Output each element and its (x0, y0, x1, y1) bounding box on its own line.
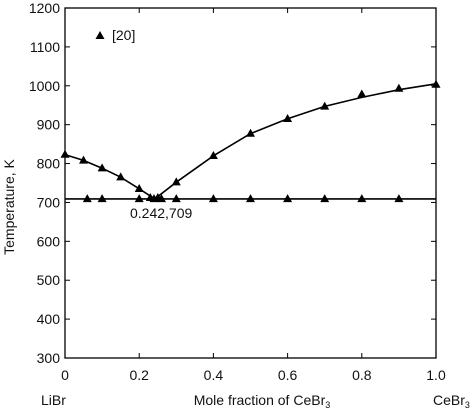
plot-frame (64, 7, 437, 359)
legend-entry-label: [20] (112, 27, 135, 43)
x-right-endpoint-label: CeBr3 (433, 392, 470, 410)
y-tick-label: 1000 (29, 78, 60, 94)
y-tick-label: 800 (37, 156, 61, 172)
data-point-triangle (283, 114, 293, 122)
legend-triangle-marker (95, 31, 105, 39)
x-axis-title-main: Mole fraction of CeBr (194, 392, 326, 408)
data-point-triangle (149, 194, 159, 203)
x-tick-label: 0.4 (204, 367, 224, 383)
data-point-triangle (97, 194, 107, 203)
data-point-triangle (208, 151, 218, 159)
data-point-triangle (320, 194, 330, 203)
x-right-endpoint-label-main: CeBr (433, 392, 465, 408)
legend: [20] (95, 27, 135, 43)
data-markers (60, 79, 441, 203)
liquidus-curve (64, 83, 437, 200)
data-point-triangle (394, 83, 404, 92)
y-axis-ticks: 300 400 500 600 700 800 900 1000 1100 1200 (29, 0, 436, 366)
y-tick-label: 300 (37, 350, 61, 366)
x-tick-label: 0.6 (278, 367, 298, 383)
x-tick-label: 0.8 (352, 367, 372, 383)
data-point-triangle (171, 177, 181, 186)
x-tick-label: 0.2 (129, 367, 149, 383)
data-point-triangle (134, 184, 144, 192)
data-point-triangle (431, 79, 441, 88)
y-tick-label: 700 (37, 194, 61, 210)
y-axis-title: Temperature, K (1, 158, 17, 254)
data-point-triangle (82, 194, 92, 203)
y-tick-label: 900 (37, 117, 61, 133)
data-point-triangle (320, 101, 330, 110)
data-point-triangle (79, 155, 88, 164)
data-point-triangle (134, 194, 144, 203)
eutectic-point-annotation: 0.242,709 (130, 205, 192, 221)
y-tick-label: 1100 (30, 39, 60, 55)
data-point-triangle (157, 194, 166, 203)
y-tick-label: 600 (37, 233, 61, 249)
curves (64, 83, 437, 200)
x-axis-ticks: 0 0.2 0.4 0.6 0.8 1.0 (61, 8, 446, 383)
x-tick-label: 0 (61, 367, 69, 383)
x-axis-title-subscript: 3 (325, 400, 330, 410)
x-right-endpoint-label-subscript: 3 (465, 400, 470, 410)
data-point-triangle (97, 163, 107, 172)
data-point-triangle (208, 194, 218, 203)
x-tick-label: 1.0 (426, 367, 446, 383)
y-tick-label: 400 (37, 311, 61, 327)
y-tick-label: 500 (37, 272, 61, 288)
data-point-triangle (171, 194, 181, 203)
data-point-triangle (246, 128, 255, 137)
x-axis-title: Mole fraction of CeBr3 (194, 392, 331, 410)
data-point-triangle (394, 194, 404, 203)
x-left-endpoint-label: LiBr (41, 392, 66, 408)
data-point-triangle (60, 149, 70, 158)
data-point-triangle (357, 89, 367, 98)
data-point-triangle (283, 194, 293, 203)
data-point-triangle (116, 172, 126, 181)
data-point-triangle (246, 194, 255, 203)
data-point-triangle (357, 194, 367, 203)
y-tick-label: 1200 (29, 0, 60, 16)
